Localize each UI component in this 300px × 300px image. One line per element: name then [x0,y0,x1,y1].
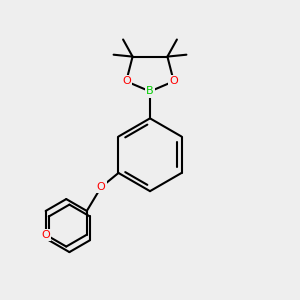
Text: O: O [41,230,50,240]
Text: O: O [122,76,130,86]
Text: O: O [97,182,105,192]
Text: O: O [169,76,178,86]
Text: B: B [146,86,154,96]
